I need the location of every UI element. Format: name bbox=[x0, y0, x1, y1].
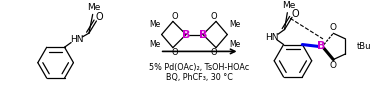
Text: Me: Me bbox=[87, 3, 100, 12]
Text: HN: HN bbox=[266, 33, 279, 42]
Text: O: O bbox=[330, 61, 337, 70]
Text: BQ, PhCF₃, 30 °C: BQ, PhCF₃, 30 °C bbox=[166, 73, 232, 82]
Text: Me: Me bbox=[149, 20, 161, 29]
Text: O: O bbox=[211, 12, 217, 21]
Text: O: O bbox=[172, 12, 178, 21]
Text: Me: Me bbox=[229, 40, 240, 49]
Text: tBu: tBu bbox=[357, 42, 371, 51]
Text: B: B bbox=[199, 30, 207, 40]
Text: Me: Me bbox=[282, 1, 296, 10]
Text: O: O bbox=[330, 23, 337, 32]
Text: Me: Me bbox=[229, 20, 240, 29]
Text: O: O bbox=[292, 9, 300, 19]
Text: B: B bbox=[182, 30, 190, 40]
Text: B: B bbox=[317, 41, 325, 51]
Text: Me: Me bbox=[149, 40, 161, 49]
Text: HN: HN bbox=[70, 35, 84, 44]
Text: 5% Pd(OAc)₂, TsOH-HOAc: 5% Pd(OAc)₂, TsOH-HOAc bbox=[149, 63, 249, 72]
Text: O: O bbox=[211, 48, 217, 57]
Text: O: O bbox=[172, 48, 178, 57]
Text: O: O bbox=[95, 12, 103, 22]
